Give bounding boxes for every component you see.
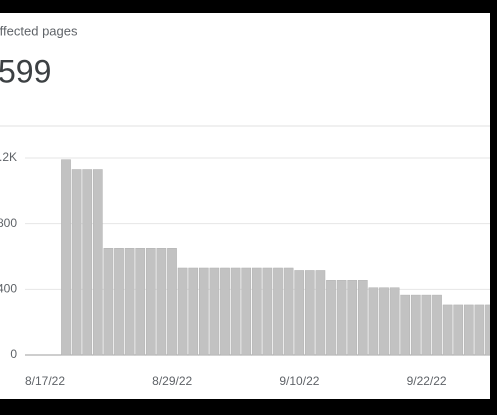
- frame-right: [490, 0, 497, 415]
- bar: [167, 248, 177, 356]
- x-tick-label: 8/29/22: [152, 374, 192, 388]
- bar: [92, 169, 103, 356]
- bar: [421, 294, 432, 356]
- bar: [336, 280, 347, 356]
- bar: [410, 294, 421, 356]
- y-tick-label: 0: [10, 347, 17, 361]
- bar: [114, 248, 124, 356]
- bar: [347, 280, 358, 356]
- bar: [251, 267, 262, 356]
- bar: [230, 267, 241, 356]
- bar: [315, 270, 326, 356]
- x-tick-label: 9/10/22: [279, 374, 319, 388]
- bar: [220, 267, 230, 356]
- bar: [198, 267, 209, 356]
- bar: [156, 248, 167, 356]
- total-count: 599: [0, 53, 51, 89]
- card-title: Affected pages: [0, 23, 78, 38]
- bar: [389, 287, 400, 356]
- bar: [326, 280, 336, 356]
- bar: [103, 248, 114, 356]
- bar: [209, 267, 220, 356]
- bar: [463, 304, 474, 356]
- y-tick-label: 800: [0, 216, 17, 230]
- bar: [283, 267, 294, 356]
- bar: [304, 270, 315, 356]
- bar: [241, 267, 252, 356]
- bar: [368, 287, 379, 356]
- bar: [294, 270, 305, 356]
- bar: [262, 267, 273, 356]
- bar: [453, 304, 464, 356]
- bar: [71, 169, 82, 356]
- y-tick-label: 1.2K: [0, 150, 17, 164]
- bar: [379, 287, 389, 356]
- plot: 0 400 800 1.2K 8/17/22 8/29/22 9/10/22 9/22/22: [0, 150, 495, 388]
- bar: [145, 248, 156, 356]
- bar: [474, 304, 485, 356]
- frame-top: [0, 0, 497, 13]
- bar: [135, 248, 146, 356]
- x-tick-label: 8/17/22: [25, 374, 65, 388]
- bar: [442, 304, 453, 356]
- y-tick-label: 400: [0, 282, 17, 296]
- bar: [188, 267, 199, 356]
- bar: [432, 294, 442, 356]
- bar: [400, 294, 411, 356]
- bar: [61, 159, 71, 356]
- bar: [124, 248, 135, 356]
- bar: [82, 169, 93, 356]
- frame-bottom: [0, 399, 497, 415]
- bar: [273, 267, 283, 356]
- bar: [177, 267, 188, 356]
- x-tick-label: 9/22/22: [407, 374, 447, 388]
- bar: [357, 280, 368, 356]
